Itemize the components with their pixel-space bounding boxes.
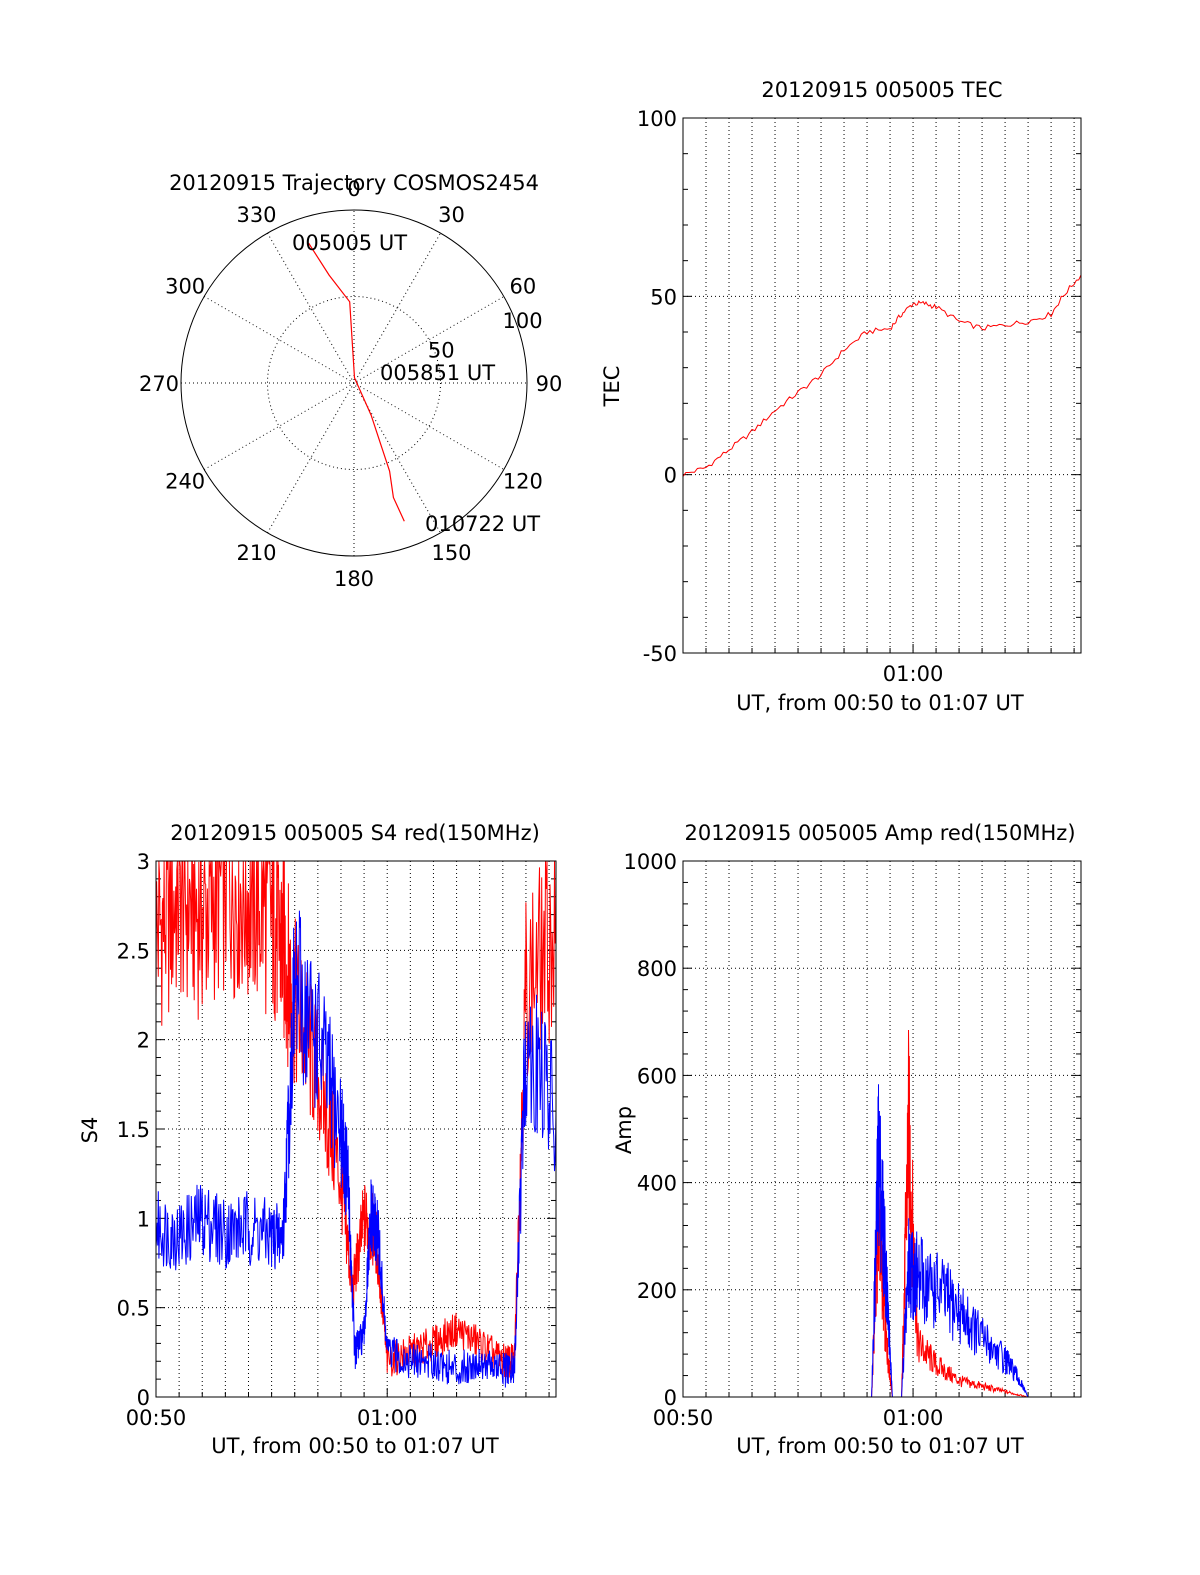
plot-frame <box>682 860 1082 1398</box>
y-tick-label: 1.5 <box>117 1118 150 1142</box>
azimuth-label: 150 <box>431 541 471 565</box>
azimuth-label: 240 <box>165 470 205 494</box>
y-tick-label: 800 <box>637 957 677 981</box>
polar-trajectory-plot: 20120915 Trajectory COSMOS2454 0 30 60 90 12… <box>139 171 562 591</box>
trajectory-line <box>308 242 405 522</box>
series-line <box>155 860 557 1378</box>
y-tick-label: 0 <box>664 1386 677 1410</box>
polar-grid <box>180 209 528 557</box>
plot-frame <box>155 860 557 1398</box>
y-tick-label: 1000 <box>624 850 677 874</box>
trajectory-mid-label: 005851 UT <box>380 361 495 385</box>
trajectory-end-label: 010722 UT <box>425 512 540 536</box>
polar-spoke <box>267 232 441 534</box>
s4-title: 20120915 005005 S4 red(150MHz) <box>170 821 540 845</box>
tec-title: 20120915 005005 TEC <box>761 78 1002 102</box>
ring-label: 50 <box>428 338 455 362</box>
polar-ring-labels: 50 100 <box>428 309 543 363</box>
tec-ylabel: TEC <box>600 366 624 408</box>
azimuth-label: 90 <box>536 372 563 396</box>
amp-ylabel: Amp <box>612 1106 636 1154</box>
y-tick-label: 2 <box>137 1029 150 1053</box>
tec-plot: 20120915 005005 TEC TEC UT, from 00:50 t… <box>600 78 1082 715</box>
s4-xlabel: UT, from 00:50 to 01:07 UT <box>211 1434 499 1458</box>
y-tick-label: -50 <box>643 642 677 666</box>
y-tick-label: 400 <box>637 1172 677 1196</box>
y-tick-label: 0.5 <box>117 1297 150 1321</box>
s4-ylabel: S4 <box>78 1117 102 1144</box>
y-tick-label: 200 <box>637 1279 677 1303</box>
x-tick-label: 01:00 <box>357 1406 418 1430</box>
azimuth-label: 210 <box>236 541 276 565</box>
amp-xlabel: UT, from 00:50 to 01:07 UT <box>736 1434 1024 1458</box>
polar-series <box>308 242 405 522</box>
azimuth-label: 60 <box>510 275 537 299</box>
y-tick-label: 100 <box>637 107 677 131</box>
x-tick-label: 00:50 <box>126 1406 187 1430</box>
y-tick-label: 2.5 <box>117 939 150 963</box>
x-tick-label: 01:00 <box>883 662 944 686</box>
azimuth-label: 330 <box>236 203 276 227</box>
y-tick-label: 600 <box>637 1064 677 1088</box>
s4-plot: 20120915 005005 S4 red(150MHz) S4 UT, fr… <box>78 821 557 1458</box>
azimuth-label: 120 <box>503 470 543 494</box>
amp-title: 20120915 005005 Amp red(150MHz) <box>684 821 1075 845</box>
y-tick-label: 0 <box>137 1386 150 1410</box>
y-tick-label: 50 <box>650 285 677 309</box>
ring-label: 100 <box>503 309 543 333</box>
series-line <box>155 910 557 1388</box>
x-tick-label: 00:50 <box>653 1406 714 1430</box>
azimuth-label: 0 <box>347 177 360 201</box>
azimuth-label: 300 <box>165 275 205 299</box>
y-tick-label: 0 <box>664 464 677 488</box>
series-line <box>683 1084 1081 1398</box>
tec-xlabel: UT, from 00:50 to 01:07 UT <box>736 691 1024 715</box>
series-line <box>682 274 1082 477</box>
polar-title: 20120915 Trajectory COSMOS2454 <box>169 171 539 195</box>
amp-plot: 20120915 005005 Amp red(150MHz) Amp UT, … <box>612 821 1082 1458</box>
x-tick-label: 01:00 <box>883 1406 944 1430</box>
polar-ring-50 <box>267 296 441 470</box>
y-tick-label: 1 <box>137 1207 150 1231</box>
azimuth-label: 180 <box>334 567 374 591</box>
polar-azimuth-labels: 0 30 60 90 120 150 180 210 240 270 300 330 <box>139 177 562 591</box>
azimuth-label: 30 <box>438 203 465 227</box>
y-tick-label: 3 <box>137 850 150 874</box>
trajectory-start-label: 005005 UT <box>292 231 407 255</box>
azimuth-label: 270 <box>139 372 179 396</box>
plot-frame <box>682 117 1082 654</box>
